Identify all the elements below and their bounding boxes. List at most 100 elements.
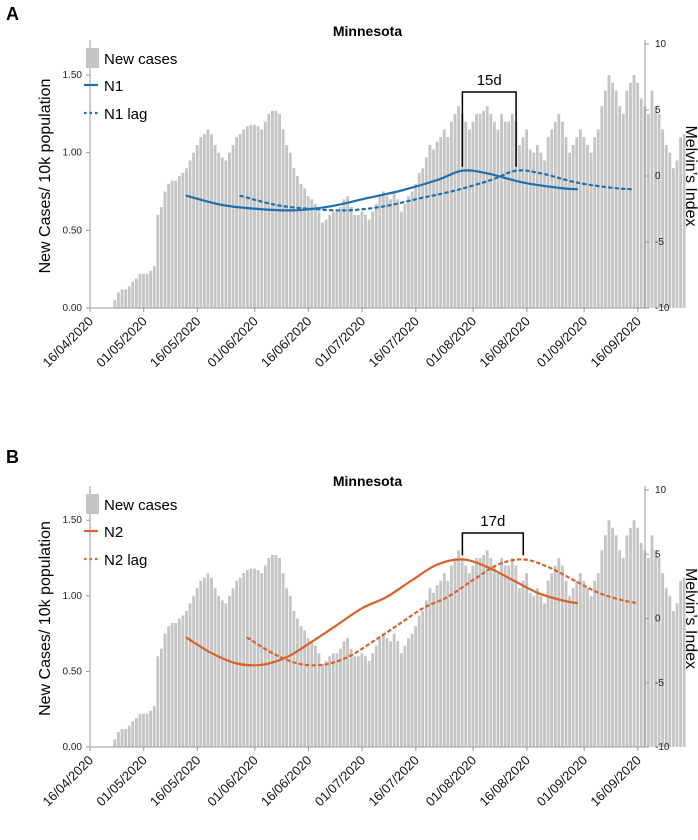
bar [453,113,457,308]
bar [263,565,267,747]
legend-label: N2 [104,524,123,541]
bar [292,168,296,308]
bar [306,638,310,747]
y-tick-label: 1.00 [63,591,83,602]
bar [253,568,256,747]
bar [202,134,206,308]
bar [389,641,392,747]
bar [514,565,518,747]
x-tick-label: 01/09/2020 [534,314,591,371]
bar [457,106,460,308]
x-tick-label: 16/09/2020 [587,314,644,371]
x-tick-label: 16/05/2020 [147,753,204,810]
bar [535,588,539,747]
bar [170,180,174,308]
y2-axis-label: Melvin’s Index [682,125,698,226]
bar [618,106,622,308]
bar [493,121,496,308]
bar [299,183,303,308]
x-tick-label: 16/07/2020 [365,753,422,810]
bar [682,134,686,308]
bar [564,580,568,747]
bar [682,577,686,747]
bar [482,110,486,308]
bar [507,121,511,308]
bar [632,520,636,747]
bar [668,152,672,308]
bar [242,573,246,747]
bar [557,558,561,747]
bar [156,656,160,747]
bar [467,129,471,308]
bar [310,641,314,747]
bar [578,129,582,308]
bar [532,152,536,308]
bar [582,580,586,747]
bar [421,168,425,308]
bar [467,573,471,747]
bar [163,633,167,747]
bar [428,588,432,747]
bar [471,565,475,747]
y2-tick-label: -5 [655,678,664,689]
bar [299,626,303,747]
bar [206,573,210,747]
bar [195,144,199,308]
bar [435,585,439,747]
lag-bracket [461,91,517,167]
series-line-n1-lag [239,169,632,212]
bar [199,137,203,308]
bar [149,270,153,308]
bar [604,90,607,309]
y2-axis-label: Melvin’s Index [682,568,698,669]
bar [553,121,557,308]
bar [321,663,324,747]
bar [657,113,661,308]
bar [177,176,181,308]
bar [471,121,475,308]
bar [478,558,482,747]
bar [342,199,346,308]
bar [353,656,357,747]
x-tick-label: 16/09/2020 [587,753,644,810]
bar [539,152,543,308]
bar [632,75,636,308]
bar [410,191,414,308]
bar [403,645,407,747]
bar [543,603,546,747]
bar [593,580,597,747]
bar [546,137,550,308]
lag-label: 15d [477,72,502,89]
bar [256,126,260,309]
bar [442,129,446,308]
bar [206,129,210,308]
bar [367,219,371,308]
bar [306,196,310,308]
bar [331,653,335,747]
bar [618,550,622,747]
bar [586,588,589,747]
bar [260,129,264,308]
bar [296,618,299,747]
bar [503,121,507,308]
x-tick-label: 01/08/2020 [423,753,480,810]
bar [224,603,228,747]
panel-letter: A [6,4,19,24]
bar [228,152,231,308]
bar [575,580,579,747]
bar [521,137,525,308]
bar [672,168,675,308]
bar [328,656,332,747]
chart-title: Minnesota [333,473,402,489]
bar [213,588,217,747]
bar [177,618,181,747]
bar [185,610,188,747]
bar [356,214,360,308]
bar [364,214,367,308]
bar [564,137,568,308]
bar [539,595,543,747]
bar [278,558,281,747]
bar [120,289,124,308]
bar [446,137,450,308]
bar [485,106,489,308]
